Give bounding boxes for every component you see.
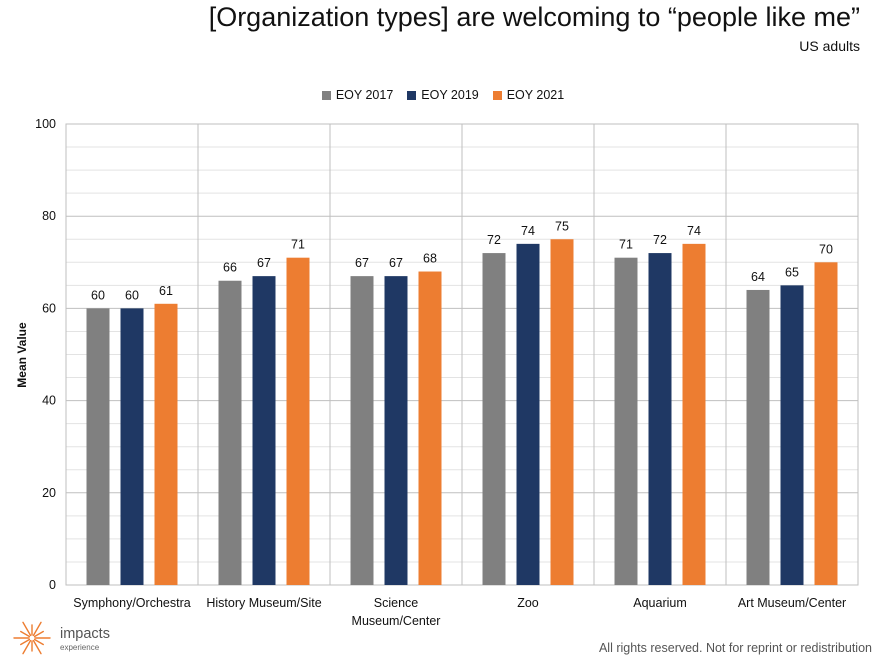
y-tick-label: 0	[49, 578, 56, 592]
x-tick-label: Symphony/Orchestra	[73, 596, 190, 610]
data-label: 67	[257, 256, 271, 270]
y-tick-label: 80	[42, 209, 56, 223]
bar	[120, 308, 144, 585]
y-tick-label: 20	[42, 486, 56, 500]
data-label: 72	[653, 233, 667, 247]
x-tick-label: Museum/Center	[352, 614, 441, 628]
data-label: 64	[751, 270, 765, 284]
y-tick-label: 40	[42, 394, 56, 408]
legend-swatch	[407, 90, 417, 100]
data-label: 65	[785, 265, 799, 279]
bar	[550, 239, 574, 585]
copyright-notice: All rights reserved. Not for reprint or …	[598, 641, 872, 655]
y-tick-label: 60	[42, 301, 56, 315]
impacts-logo: impacts experience	[12, 618, 162, 663]
sunburst-ray	[20, 630, 31, 638]
logo-subtitle: experience	[60, 643, 100, 652]
data-label: 75	[555, 219, 569, 233]
data-label: 61	[159, 284, 173, 298]
bar	[384, 276, 408, 585]
legend-item-eoy-2021: EOY 2021	[492, 88, 565, 102]
bar	[86, 308, 110, 585]
data-label: 60	[125, 288, 139, 302]
data-label: 67	[355, 256, 369, 270]
bar	[682, 243, 706, 586]
bar	[780, 285, 804, 585]
legend-label: EOY 2017	[335, 88, 394, 102]
chart-subtitle: US adults	[799, 38, 860, 54]
y-tick-label: 100	[35, 117, 56, 131]
legend-item-eoy-2017: EOY 2017	[321, 88, 394, 102]
bar	[482, 253, 506, 585]
legend-label: EOY 2019	[421, 88, 479, 102]
legend-label: EOY 2021	[506, 88, 565, 102]
sunburst-ray	[32, 639, 42, 655]
data-label: 71	[291, 238, 305, 252]
sunburst-ray	[22, 639, 32, 655]
bar	[516, 243, 540, 586]
x-tick-label: Science	[374, 596, 419, 610]
legend-item-eoy-2019: EOY 2019	[407, 88, 479, 102]
sunburst-ray	[32, 621, 42, 637]
bar	[286, 257, 310, 585]
sunburst-ray	[20, 638, 31, 646]
bar	[154, 303, 178, 585]
plot-area-border	[65, 123, 859, 586]
bar	[252, 276, 276, 585]
chart-legend: EOY 2017 EOY 2019 EOY 2021	[0, 88, 886, 102]
data-label: 71	[619, 238, 633, 252]
legend-swatch	[492, 90, 502, 100]
x-tick-label: Aquarium	[633, 596, 687, 610]
sunburst-logo-icon	[13, 621, 51, 655]
sunburst-ray	[33, 630, 44, 638]
x-tick-label: Zoo	[517, 596, 539, 610]
data-label: 66	[223, 261, 237, 275]
x-tick-label: Art Museum/Center	[738, 596, 846, 610]
logo-name: impacts	[60, 626, 110, 642]
sunburst-ray	[33, 638, 44, 646]
data-label: 74	[687, 224, 701, 238]
bar	[648, 253, 672, 585]
x-tick-label: History Museum/Site	[206, 596, 321, 610]
data-label: 72	[487, 233, 501, 247]
sunburst-ray	[22, 621, 32, 637]
data-label: 70	[819, 242, 833, 256]
chart-title: [Organization types] are welcoming to “p…	[208, 2, 860, 32]
data-label: 68	[423, 252, 437, 266]
data-label: 67	[389, 256, 403, 270]
bar	[218, 280, 242, 585]
legend-swatch	[321, 90, 331, 100]
bar	[746, 289, 770, 585]
bar	[418, 271, 442, 585]
data-label: 60	[91, 288, 105, 302]
data-label: 74	[521, 224, 535, 238]
bar	[350, 276, 374, 585]
bar	[814, 262, 838, 585]
bar	[614, 257, 638, 585]
